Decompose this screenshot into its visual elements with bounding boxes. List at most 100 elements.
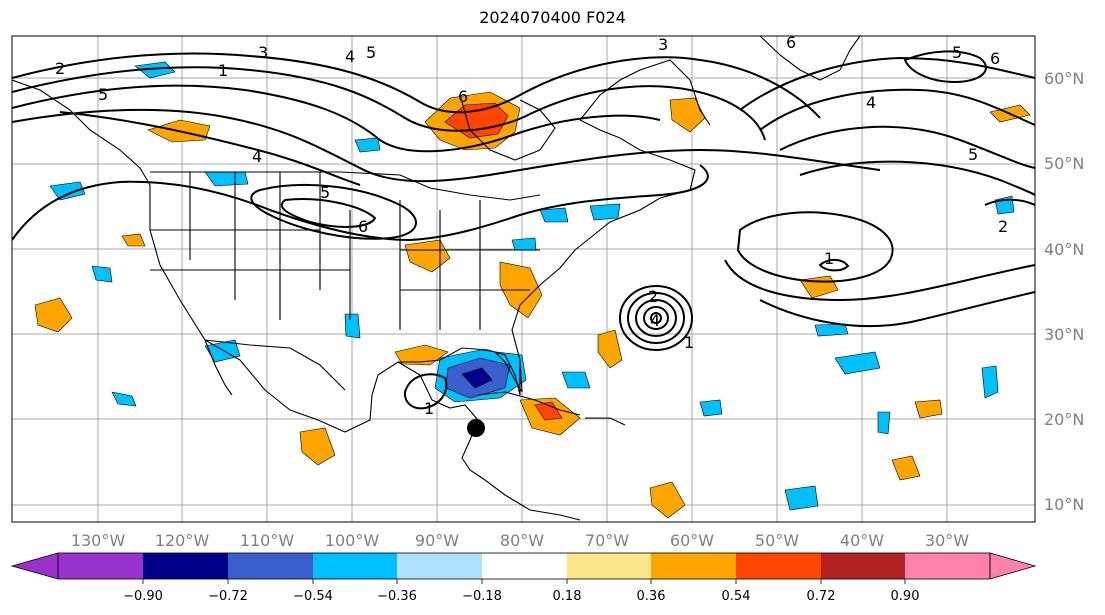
contour-labels: 2 5 1 3 4 5 6 6 5 6 4 5 6 3 4 5 2 1 2 4 … [55, 35, 1008, 418]
lat-label: 10°N [1044, 495, 1084, 514]
colorbar-tick-label: −0.90 [123, 589, 163, 604]
storm-center-marker [467, 419, 485, 437]
colorbar: −0.90 −0.72 −0.54 −0.36 −0.18 0.18 0.36 … [10, 552, 1037, 604]
fill-negative-patch [91, 265, 113, 283]
contour-label: 1 [424, 399, 434, 418]
fill-negative-patch [814, 323, 849, 337]
colorbar-tick-label: −0.54 [293, 589, 333, 604]
lon-label: 40°W [840, 531, 884, 550]
contours [12, 50, 1035, 410]
lat-label: 20°N [1044, 410, 1084, 429]
fill-positive-patch [914, 399, 943, 419]
lat-label: 50°N [1044, 154, 1084, 173]
state-lines-east [399, 200, 540, 330]
contour-label: 4 [345, 47, 355, 66]
contour-line [759, 291, 1035, 328]
fill-negative-patch [877, 411, 891, 435]
colorbar-segment [143, 553, 228, 579]
contour-label: 6 [458, 87, 468, 106]
fill-negative-patch [49, 181, 86, 201]
colorbar-segment [397, 553, 482, 579]
contour-label: 4 [866, 93, 876, 112]
fill-positive-patch [404, 239, 451, 273]
colorbar-tick-label: 0.36 [637, 589, 666, 604]
colorbar-segment [736, 553, 821, 579]
fill-positive-patch [669, 97, 706, 133]
colorbar-tick-label: −0.36 [377, 589, 417, 604]
fill-negative-patch [111, 391, 137, 407]
greenland-coast [759, 36, 861, 81]
contour-label: 5 [320, 183, 330, 202]
fill-positive-patch [121, 233, 146, 247]
contour-line [799, 160, 1035, 196]
contour-closed-low [650, 312, 662, 324]
fill-positive-patch [891, 455, 921, 481]
lat-label: 30°N [1044, 325, 1084, 344]
fill-negative-patch [134, 61, 176, 79]
contour-line [739, 56, 1035, 111]
lon-label: 50°W [755, 531, 799, 550]
lon-label: 70°W [585, 531, 629, 550]
us-mexico-border [204, 339, 346, 391]
anomaly-fills [34, 61, 1031, 519]
contour-closed-low [643, 306, 669, 330]
contour-closed-low [627, 292, 685, 344]
lon-label: 60°W [670, 531, 714, 550]
contour-line [903, 50, 987, 84]
contour-label: 2 [998, 217, 1008, 236]
colorbar-segment [313, 553, 397, 579]
contour-label: 5 [968, 145, 978, 164]
fill-positive-patch [649, 481, 686, 519]
colorbar-tick-label: −0.72 [208, 589, 248, 604]
contour-line [12, 108, 881, 183]
state-lines-west [150, 172, 351, 320]
colorbar-segment [482, 553, 567, 579]
contour-label: 5 [366, 43, 376, 62]
map-border [11, 35, 1036, 523]
fill-negative-patch [354, 137, 381, 153]
lon-label: 30°W [925, 531, 969, 550]
contour-line [12, 66, 766, 141]
fill-negative-patch [784, 485, 819, 511]
colorbar-tick-label: 0.18 [553, 589, 582, 604]
contour-label: 4 [650, 311, 660, 330]
florida-coast [494, 351, 523, 393]
contour-closed-low [635, 299, 677, 337]
baja-coast [204, 339, 233, 396]
fill-negative-patch [344, 313, 361, 339]
hispaniola-coast [585, 417, 626, 426]
yucatan-coast [397, 361, 581, 521]
colorbar-segment [905, 553, 990, 579]
contour-label: 1 [684, 333, 694, 352]
fill-strong-negative-patch [461, 367, 493, 389]
fill-negative-patch [981, 365, 999, 399]
hudson-bay-coast [459, 94, 556, 161]
coastlines [12, 36, 861, 521]
lon-label: 100°W [325, 531, 380, 550]
lon-label: 120°W [155, 531, 210, 550]
fill-negative-patch [539, 207, 569, 223]
contour-label: 3 [658, 35, 668, 54]
colorbar-segment [821, 553, 905, 579]
colorbar-tick-label: −0.18 [462, 589, 502, 604]
north-america-coast [12, 79, 696, 433]
lon-label: 130°W [71, 531, 126, 550]
contour-line [736, 211, 894, 283]
fill-negative-patch [589, 203, 621, 221]
contour-line [280, 198, 377, 228]
contour-label: 4 [252, 147, 262, 166]
colorbar-segment [228, 553, 313, 579]
colorbar-max-extend [989, 552, 1037, 580]
colorbar-segment [651, 553, 736, 579]
colorbar-segment [567, 553, 651, 579]
fill-strong-positive-patch [534, 401, 563, 421]
colorbar-tick-label: 0.90 [891, 589, 920, 604]
colorbar-tick-label: 0.54 [722, 589, 751, 604]
lon-label: 80°W [500, 531, 544, 550]
contour-label: 6 [358, 217, 368, 236]
fill-negative-patch [511, 237, 537, 251]
contour-label: 2 [55, 59, 65, 78]
longitude-labels: 130°W 120°W 110°W 100°W 90°W 80°W 70°W 6… [71, 531, 969, 550]
lat-label: 60°N [1044, 69, 1084, 88]
